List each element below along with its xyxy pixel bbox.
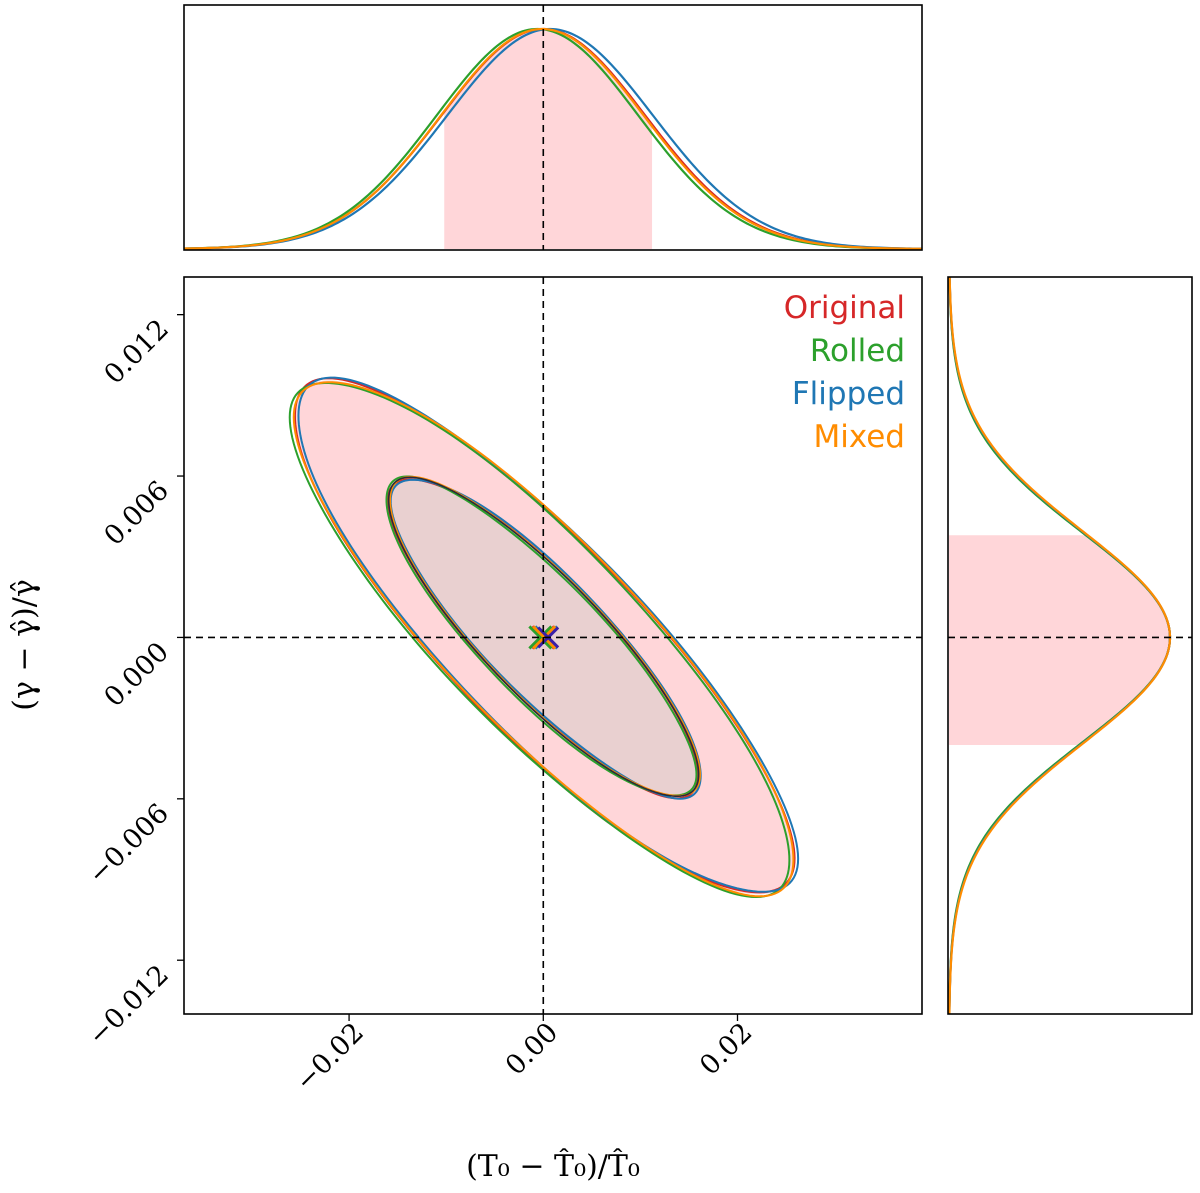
- inner-contour-rolled: [385, 475, 698, 797]
- right-marginal-shaded-interval: [949, 535, 1170, 746]
- x-axis-label: (T₀ − T̂₀)/T̂₀: [466, 1149, 640, 1184]
- main-plot-frame: [183, 276, 923, 1015]
- marker-rolled: [528, 625, 553, 650]
- y-tick-label: 0.012: [98, 314, 175, 391]
- right-marginal-frame: [947, 276, 1193, 1015]
- top-marginal-fill: [444, 29, 653, 249]
- y-tick-label: −0.006: [82, 798, 175, 891]
- y-tick-label: 0.000: [98, 636, 175, 713]
- top-marginal-curve-flipped: [184, 27, 922, 250]
- y-tick-label: −0.012: [82, 959, 175, 1052]
- y-tick-label: 0.006: [98, 475, 175, 552]
- legend-entry-mixed: Mixed: [813, 419, 905, 455]
- legend-entry-rolled: Rolled: [810, 333, 905, 369]
- y-axis-label: (γ − γ̂)/γ̂: [7, 579, 42, 711]
- right-marginal-curve-mixed: [948, 277, 1172, 1014]
- legend-entry-flipped: Flipped: [792, 376, 905, 412]
- y-axis-ticks: 0.012 0.006 0.000 −0.006 −0.012: [82, 314, 184, 1052]
- main-contour-lines: [288, 376, 800, 899]
- top-marginal-curves: [184, 27, 922, 250]
- x-tick-label: −0.02: [290, 1017, 370, 1097]
- outer-contour-rolled: [288, 381, 791, 899]
- top-marginal-curve-mixed: [184, 27, 922, 250]
- legend-entry-original: Original: [784, 290, 905, 326]
- top-marginal-frame: [183, 4, 923, 251]
- top-marginal-curve-rolled: [184, 27, 922, 250]
- reference-lines: [184, 5, 1192, 1014]
- top-marginal-shaded-interval: [444, 29, 653, 249]
- inner-contour-overlay: [387, 476, 700, 797]
- x-tick-label: 0.00: [500, 1017, 564, 1081]
- outer-contour-mixed: [292, 381, 795, 898]
- x-axis-ticks: −0.02 0.00 0.02: [290, 1014, 758, 1097]
- right-marginal-fill: [949, 535, 1170, 746]
- x-tick-label: 0.02: [694, 1017, 758, 1081]
- right-marginal-curves: [948, 277, 1172, 1014]
- legend: Original Rolled Flipped Mixed: [784, 290, 905, 455]
